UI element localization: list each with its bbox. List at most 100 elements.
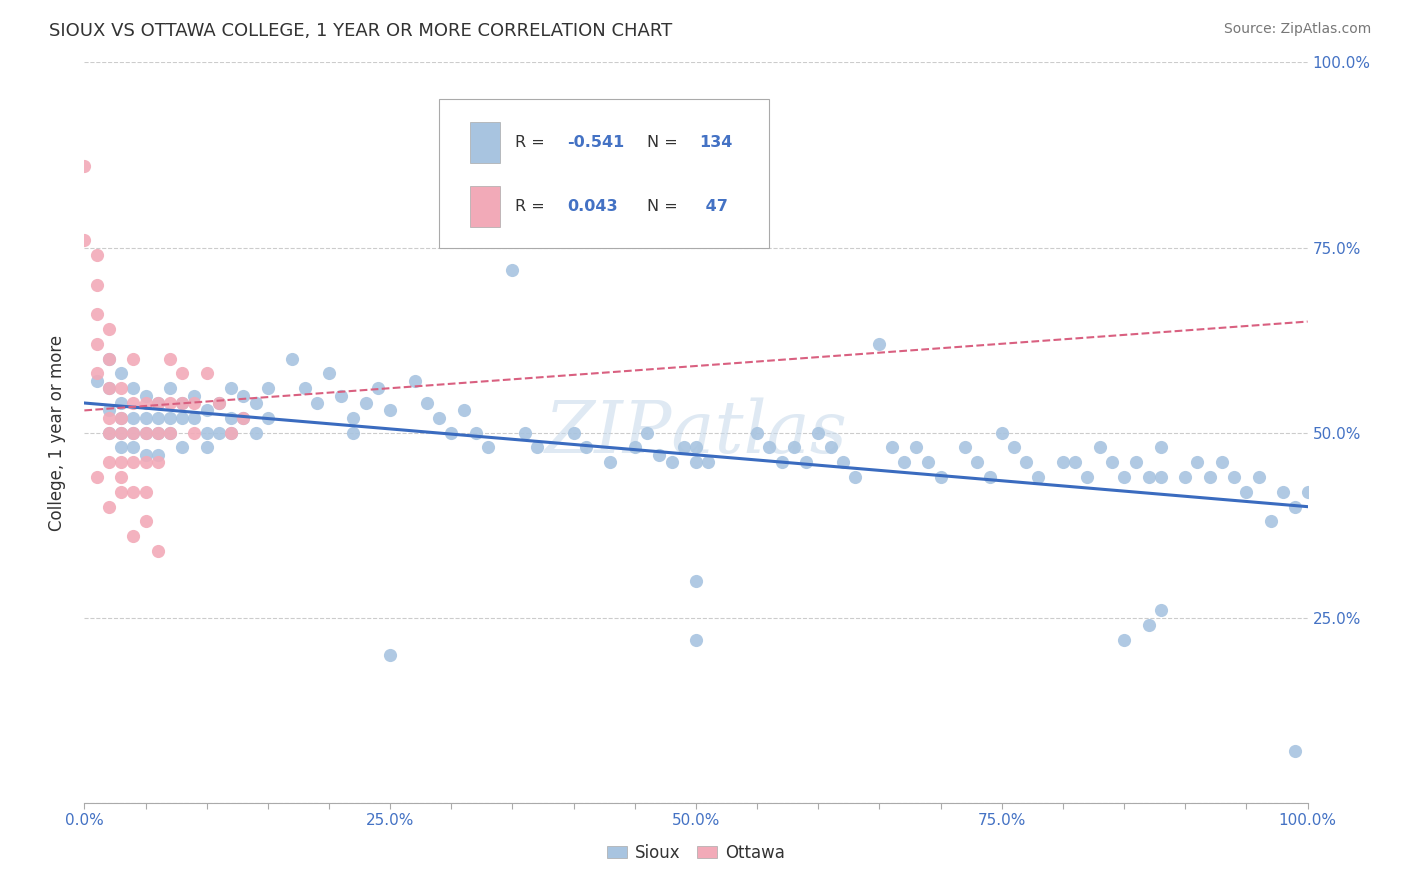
Point [636,425,658,440]
Y-axis label: College, 1 year or more: College, 1 year or more [48,334,66,531]
Point [685,574,707,588]
Point [146,425,169,440]
Point [86,336,108,351]
Point [110,441,132,455]
Point [770,455,793,469]
Point [159,381,181,395]
Point [257,410,280,425]
Text: R =: R = [515,199,550,214]
Point [135,448,157,462]
Point [122,529,145,543]
Point [953,441,976,455]
Point [146,410,169,425]
Point [257,381,280,395]
Point [195,403,218,417]
Point [1211,455,1233,469]
Point [624,441,647,455]
Text: 0.043: 0.043 [568,199,619,214]
Point [1052,455,1074,469]
Point [110,410,132,425]
Point [905,441,928,455]
Point [562,425,585,440]
Point [73,233,96,247]
Point [110,396,132,410]
Point [86,277,108,292]
Text: -0.541: -0.541 [568,135,624,150]
Point [416,396,439,410]
Point [367,381,389,395]
Point [281,351,304,366]
Point [172,396,194,410]
Point [122,425,145,440]
Point [685,441,707,455]
Point [794,455,817,469]
Point [1088,441,1111,455]
Point [1247,470,1270,484]
Point [380,403,402,417]
Point [159,425,181,440]
Point [232,388,254,402]
Point [146,425,169,440]
Point [831,455,853,469]
Point [86,374,108,388]
Point [1187,455,1209,469]
Point [1150,603,1173,617]
Point [526,441,548,455]
Point [1064,455,1087,469]
Point [122,441,145,455]
Point [880,441,903,455]
Point [97,425,120,440]
Text: 134: 134 [700,135,733,150]
Point [110,470,132,484]
Point [183,388,205,402]
Point [330,388,353,402]
Point [97,381,120,395]
Point [245,425,267,440]
Point [1015,455,1038,469]
FancyBboxPatch shape [470,122,501,163]
Point [661,455,683,469]
Point [380,648,402,662]
Point [648,448,671,462]
Point [747,425,769,440]
Point [183,410,205,425]
Point [172,441,194,455]
Point [1137,618,1160,632]
Point [86,248,108,262]
Point [1137,470,1160,484]
Point [122,381,145,395]
Point [1236,484,1258,499]
Text: Source: ZipAtlas.com: Source: ZipAtlas.com [1223,22,1371,37]
Point [991,425,1014,440]
Point [318,367,340,381]
Point [97,425,120,440]
Point [966,455,988,469]
Point [844,470,866,484]
Point [122,396,145,410]
Point [110,455,132,469]
Point [135,515,157,529]
Point [97,351,120,366]
FancyBboxPatch shape [470,186,501,227]
Point [110,425,132,440]
Point [979,470,1001,484]
Point [146,455,169,469]
Point [110,367,132,381]
Point [342,425,364,440]
Point [110,425,132,440]
Point [110,484,132,499]
Point [195,425,218,440]
Point [135,410,157,425]
Point [1174,470,1197,484]
Point [869,336,891,351]
Point [135,455,157,469]
Point [502,262,524,277]
Point [97,410,120,425]
Point [110,381,132,395]
Point [122,351,145,366]
Point [1150,441,1173,455]
Point [122,484,145,499]
Point [208,396,231,410]
Point [477,441,499,455]
Point [342,410,364,425]
